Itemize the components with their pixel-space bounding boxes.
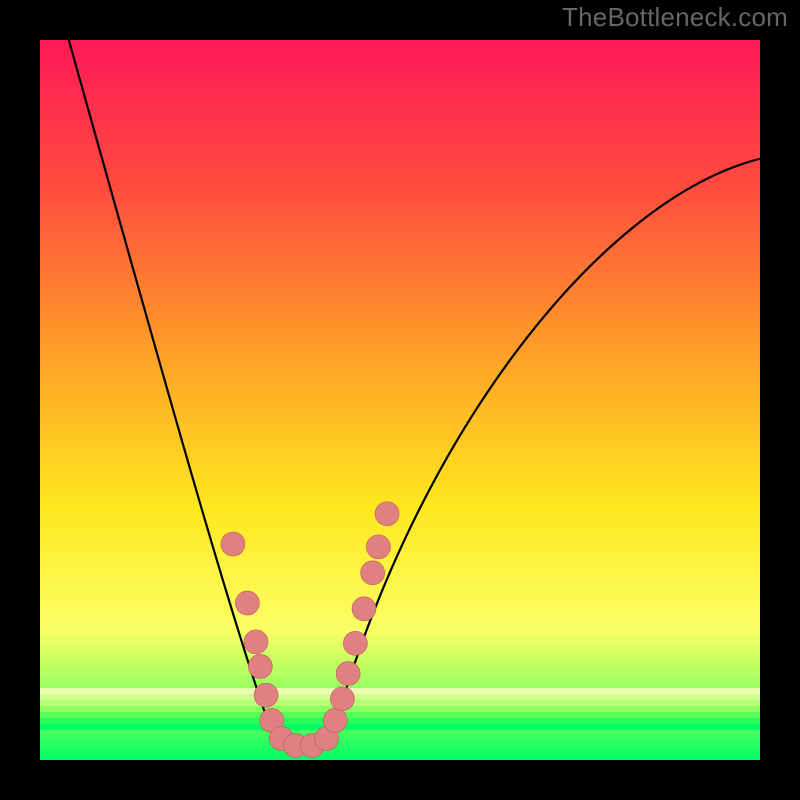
data-marker: [361, 561, 385, 585]
gradient-band: [40, 700, 760, 706]
gradient-band: [40, 718, 760, 724]
data-marker: [248, 654, 272, 678]
data-marker: [244, 630, 268, 654]
chart-frame: TheBottleneck.com: [0, 0, 800, 800]
data-marker: [330, 687, 354, 711]
data-marker: [366, 535, 390, 559]
data-marker: [254, 683, 278, 707]
data-marker: [375, 502, 399, 526]
gradient-panel: [40, 40, 760, 760]
gradient-band: [40, 712, 760, 718]
gradient-band: [40, 724, 760, 730]
data-marker: [343, 631, 367, 655]
data-marker: [336, 662, 360, 686]
data-marker: [221, 532, 245, 556]
watermark-text: TheBottleneck.com: [562, 2, 788, 33]
gradient-band: [40, 688, 760, 694]
gradient-band: [40, 694, 760, 700]
data-marker: [235, 591, 259, 615]
data-marker: [352, 597, 376, 621]
data-marker: [323, 708, 347, 732]
bottleneck-chart: [0, 0, 800, 800]
gradient-band: [40, 706, 760, 712]
